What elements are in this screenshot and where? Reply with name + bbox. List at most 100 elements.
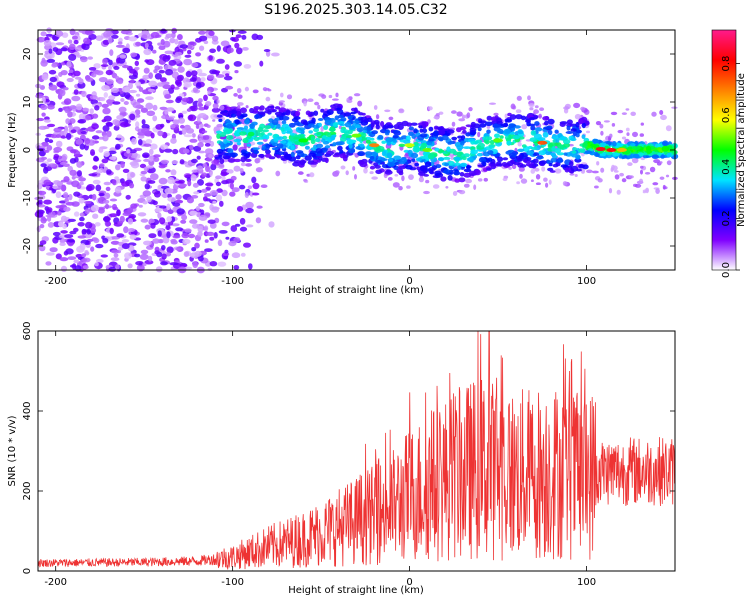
spectrogram-cell: [594, 185, 599, 189]
spectrogram-cell: [181, 128, 187, 135]
spectrogram-cell: [153, 191, 161, 198]
spectrogram-cell: [456, 152, 462, 157]
spectrogram-cell: [201, 172, 208, 178]
spectrogram-cell: [308, 120, 316, 124]
spectrogram-cell: [510, 103, 516, 110]
spectrogram-cell: [109, 49, 114, 56]
spectrogram-cell: [48, 84, 58, 91]
spectrogram-cell: [340, 117, 347, 122]
spectrogram-cell: [103, 92, 109, 98]
spectrogram-cell: [212, 119, 216, 122]
spectrogram-cell: [530, 146, 538, 151]
spectrogram-cell: [627, 146, 633, 150]
spectrogram-cell: [514, 125, 521, 129]
spectrogram-cell: [307, 98, 314, 102]
spectrogram-cell: [212, 95, 219, 101]
spectrogram-cell: [177, 74, 184, 82]
spectrogram-cell: [600, 130, 604, 136]
spectrogram-cell: [557, 157, 563, 163]
spectrogram-cell: [427, 153, 435, 160]
spectrogram-xtick-label: -100: [221, 276, 244, 287]
spectrogram-cell: [215, 181, 222, 187]
spectrogram-cell: [608, 188, 613, 194]
spectrogram-cell: [160, 28, 167, 34]
spectrogram-cell: [234, 119, 240, 125]
spectrogram-cell: [579, 164, 584, 168]
spectrogram-cell: [38, 213, 43, 218]
spectrogram-cell: [60, 47, 68, 52]
spectrogram-cell: [172, 202, 181, 207]
spectrogram-cell: [659, 110, 664, 115]
spectrogram-cell: [135, 114, 141, 118]
spectrogram-cell: [144, 224, 151, 230]
spectrogram-cell: [617, 129, 624, 134]
spectrogram-cell: [230, 175, 237, 181]
spectrogram-cell: [158, 217, 166, 225]
spectrogram-cell: [563, 106, 570, 110]
spectrogram-cell: [207, 90, 211, 95]
figure-title: S196.2025.303.14.05.C32: [264, 2, 447, 18]
spectrogram-cell: [105, 79, 114, 85]
spectrogram-cell: [55, 205, 64, 209]
spectrogram-cell: [103, 151, 110, 157]
spectrogram-cell: [89, 108, 94, 115]
spectrogram-cell: [460, 162, 468, 167]
spectrogram-cell: [314, 101, 320, 106]
spectrogram-cell: [662, 146, 667, 152]
spectrogram-cell: [115, 44, 125, 48]
spectrogram-cell: [111, 34, 119, 39]
spectrogram-cell: [566, 119, 573, 125]
spectrogram-cell: [251, 176, 257, 184]
spectrogram-cell: [95, 130, 103, 134]
spectrogram-cell: [53, 127, 62, 133]
spectrogram-cell: [51, 63, 58, 68]
spectrogram-cell: [367, 117, 373, 123]
spectrogram-cell: [432, 131, 439, 137]
spectrogram-cell: [206, 124, 211, 128]
spectrogram-cell: [653, 159, 660, 164]
spectrogram-cell: [501, 123, 509, 128]
spectrogram-cell: [359, 161, 368, 168]
spectrogram-cell: [632, 153, 640, 159]
spectrogram-cell: [67, 218, 77, 222]
spectrogram-cell: [64, 108, 70, 114]
spectrogram-cell: [640, 122, 644, 126]
spectrogram-cell: [207, 74, 215, 80]
spectrogram-cell: [655, 188, 660, 195]
spectrogram-cell: [570, 128, 577, 132]
spectrogram-cell: [69, 158, 77, 164]
spectrogram-cell: [108, 95, 116, 100]
spectrogram-cell: [127, 228, 136, 232]
spectrogram-cell: [216, 123, 223, 128]
spectrogram-cell: [279, 115, 284, 121]
spectrogram-cell: [100, 64, 109, 67]
spectrogram-cell: [161, 253, 167, 260]
spectrogram-cell: [155, 266, 163, 273]
spectrogram-cell: [645, 145, 652, 152]
spectrogram-cell: [121, 239, 130, 243]
spectrogram-cell: [129, 234, 137, 240]
snr-panel: -200 -100 0 100 0 200 400 600 Height of straigh…: [7, 321, 676, 596]
spectrogram-cell: [626, 132, 630, 137]
spectrogram-cell: [419, 128, 424, 133]
spectrogram-cell: [192, 182, 199, 188]
spectrogram-cell: [405, 164, 413, 170]
spectrogram-cell: [52, 237, 59, 244]
spectrogram-cell: [233, 237, 241, 243]
spectrogram-cell: [112, 179, 117, 186]
spectrogram-cell: [240, 252, 246, 257]
spectrogram-cell: [181, 263, 188, 268]
spectrogram-peak: [298, 138, 309, 143]
spectrogram-cell: [441, 135, 449, 141]
spectrogram-cell: [612, 141, 617, 147]
spectrogram-cell: [534, 127, 543, 132]
spectrogram-cell: [265, 50, 271, 57]
spectrogram-cell: [225, 236, 230, 240]
spectrogram-cell: [198, 150, 206, 154]
spectrogram-cell: [120, 161, 125, 169]
spectrogram-cell: [53, 146, 63, 153]
spectrogram-cell: [334, 152, 340, 156]
spectrogram-cell: [55, 89, 60, 93]
spectrogram-cell: [90, 227, 97, 234]
spectrogram-cell: [72, 263, 77, 270]
